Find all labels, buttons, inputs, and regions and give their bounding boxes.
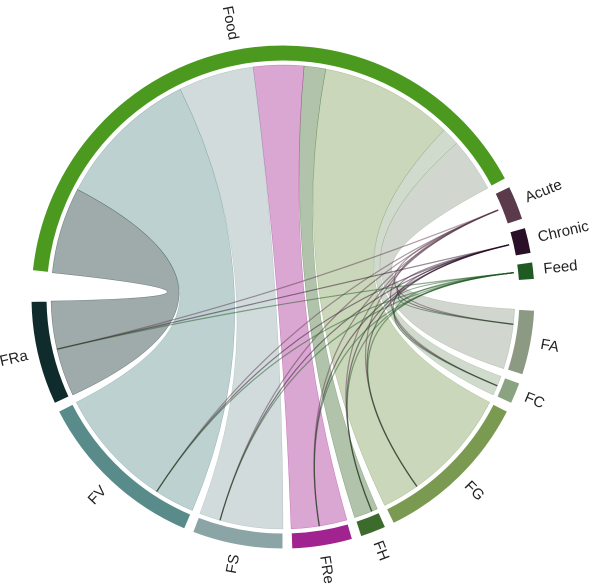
sector-arc [509,226,532,257]
sector-label: FH [369,538,392,563]
sector-label: FG [461,478,488,505]
sector-label: FS [223,553,243,575]
sector-arc [355,511,387,538]
sector-label: FRe [316,554,337,585]
sector-arc [31,44,507,273]
link [56,209,499,350]
sector-label: FA [539,336,560,356]
sector-arc [30,300,70,405]
sector-arc [506,308,536,376]
sector-arc [516,261,535,282]
link [219,272,514,521]
link [313,272,514,527]
link [56,272,514,350]
sector-arc [290,523,354,550]
sector-label: Feed [543,257,579,277]
sector-arc [57,403,192,530]
sector-label: Chronic [536,218,591,246]
sector-label: FV [85,482,111,508]
sector-label: FRa [0,347,30,370]
sector-label: Food [219,5,242,42]
ribbons [50,64,515,530]
sector-arc [494,185,524,225]
sector-arc [496,377,521,405]
sector-label: FC [522,389,547,412]
sector-arc [192,516,284,550]
sector-arc [385,403,509,525]
link [156,272,514,492]
sector-label: Acute [523,176,565,206]
